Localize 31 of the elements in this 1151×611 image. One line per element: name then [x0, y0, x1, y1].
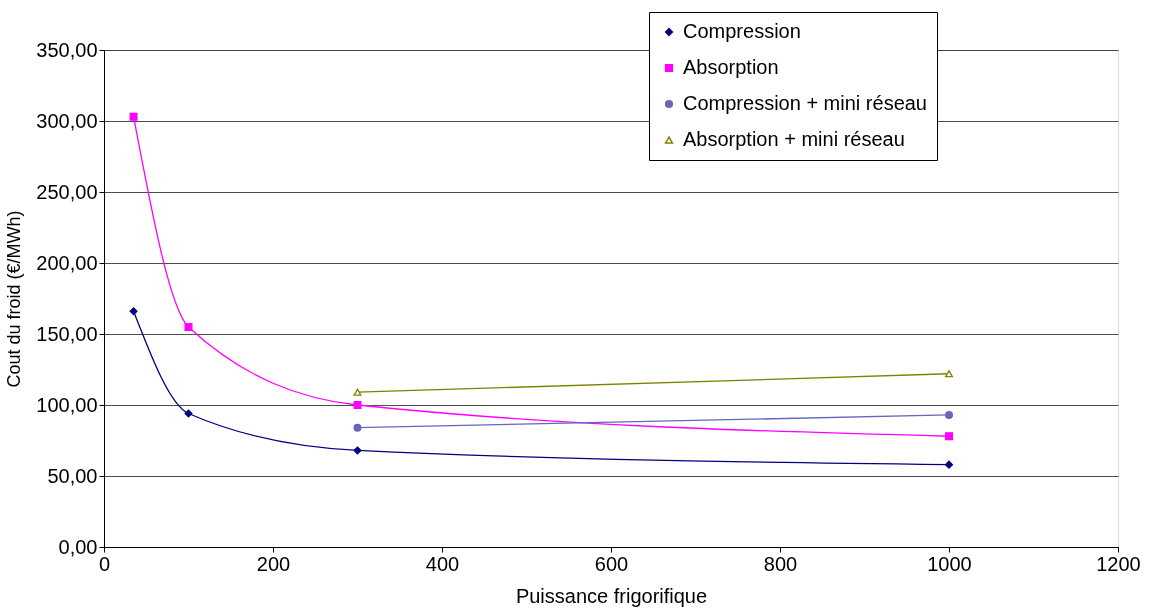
- legend-label: Absorption: [683, 56, 779, 78]
- x-tick-label: 0: [98, 552, 111, 575]
- point: [353, 401, 362, 409]
- x-tick-label: 1000: [927, 552, 972, 575]
- x-tick-label: 600: [594, 552, 629, 575]
- y-axis-title: Cout du froid (€/MWh): [4, 210, 25, 388]
- point: [353, 423, 362, 432]
- y-tick-label: 150,00: [36, 322, 98, 345]
- point: [129, 112, 138, 121]
- point: [353, 446, 362, 455]
- x-tick-label: 1200: [1096, 552, 1141, 575]
- point: [945, 460, 953, 469]
- y-tick-label: 200,00: [36, 251, 98, 274]
- point: [945, 410, 953, 419]
- x-tick-label: 400: [425, 552, 460, 575]
- legend-label: Compression: [683, 20, 801, 42]
- y-tick-label: 0,00: [58, 535, 98, 558]
- legend-label: Compression + mini réseau: [683, 92, 927, 114]
- point: [129, 307, 138, 316]
- x-tick-label: 800: [763, 552, 798, 575]
- legend-label: Absorption + mini réseau: [683, 128, 905, 150]
- point: [184, 409, 193, 418]
- y-tick-label: 350,00: [36, 38, 98, 61]
- y-tick-label: 300,00: [36, 109, 98, 132]
- x-axis-title: Puissance frigorifique: [515, 584, 708, 607]
- y-tick-label: 250,00: [36, 180, 98, 203]
- point: [945, 432, 953, 441]
- y-tick-label: 50,00: [47, 464, 98, 487]
- x-tick-label: 200: [256, 552, 291, 575]
- y-tick-label: 100,00: [36, 393, 98, 416]
- point: [184, 322, 193, 331]
